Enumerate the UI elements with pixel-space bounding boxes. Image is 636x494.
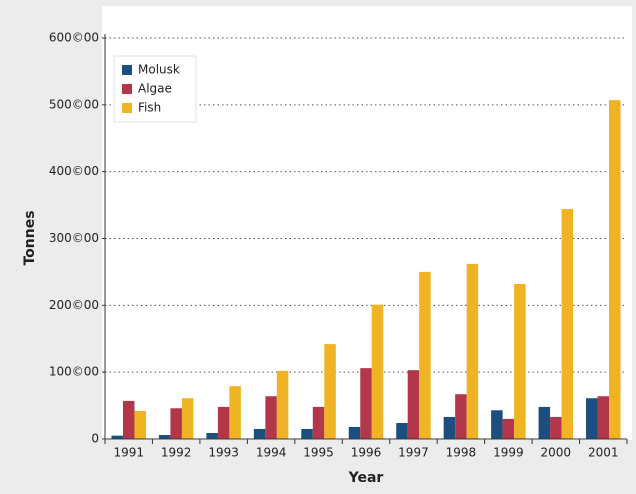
bar [419, 271, 431, 439]
x-axis-title: Year [348, 470, 384, 486]
bar [466, 263, 479, 439]
bar [253, 428, 266, 439]
y-tick-label: 300©00 [49, 231, 99, 245]
bar [158, 434, 171, 439]
legend-swatch [122, 103, 132, 113]
bar [111, 435, 123, 439]
bar [181, 398, 194, 439]
x-tick-label: 1994 [256, 446, 287, 460]
bar [360, 368, 372, 439]
bar [502, 418, 515, 439]
bar [229, 386, 241, 439]
bar [396, 422, 408, 439]
bar [597, 396, 610, 439]
bar [550, 416, 562, 439]
y-axis-title: Tonnes [22, 210, 38, 265]
bar [609, 100, 621, 439]
x-tick-label: 1991 [113, 446, 144, 460]
bar [586, 398, 598, 439]
x-tick-label: 1995 [303, 446, 334, 460]
legend-swatch [122, 84, 132, 94]
bar [491, 410, 503, 439]
y-tick-label: 200©00 [49, 298, 99, 312]
bar [312, 406, 325, 439]
y-tick-label: 100©00 [49, 365, 99, 379]
x-tick-label: 2000 [541, 446, 572, 460]
bar [170, 408, 182, 439]
bar [561, 209, 574, 439]
legend-swatch [122, 65, 132, 75]
bar [371, 304, 384, 439]
x-tick-label: 1993 [208, 446, 239, 460]
bar [276, 370, 289, 439]
bar [134, 410, 146, 439]
y-tick-label: 600©00 [49, 31, 99, 45]
x-tick-label: 1998 [446, 446, 477, 460]
bar [122, 400, 135, 439]
legend-label: Molusk [138, 63, 180, 77]
bar [217, 406, 230, 439]
bar [324, 344, 336, 439]
y-tick-label: 0 [91, 432, 99, 446]
x-tick-label: 2001 [588, 446, 619, 460]
bar [455, 394, 467, 439]
bar [265, 396, 277, 439]
x-tick-label: 1996 [351, 446, 382, 460]
x-tick-label: 1992 [161, 446, 192, 460]
bar [407, 370, 420, 439]
legend-label: Fish [138, 101, 161, 115]
bar [301, 428, 313, 439]
y-tick-label: 400©00 [49, 164, 99, 178]
bar [348, 426, 361, 439]
bar [443, 416, 456, 439]
x-tick-label: 1999 [493, 446, 524, 460]
x-tick-label: 1997 [398, 446, 429, 460]
bar [206, 432, 218, 439]
bar [514, 283, 526, 439]
bar [538, 406, 551, 439]
y-tick-label: 500©00 [49, 97, 99, 111]
legend-label: Algae [138, 82, 172, 96]
